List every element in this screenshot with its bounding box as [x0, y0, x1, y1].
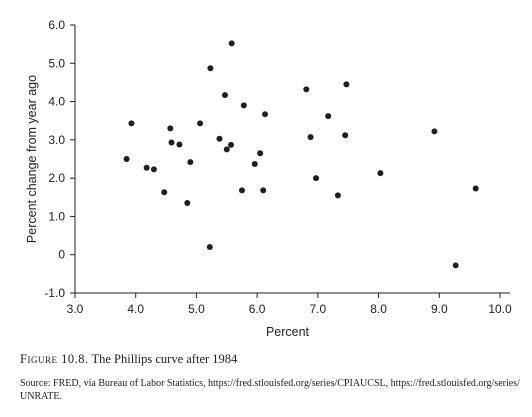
data-point [342, 132, 349, 139]
data-point [262, 111, 269, 118]
data-point [472, 185, 479, 192]
x-ticks: 3.0 4.0 5.0 6.0 7.0 8.0 9.0 10.0 [67, 293, 512, 316]
data-point [167, 125, 174, 132]
data-point [228, 141, 235, 148]
data-point [303, 86, 310, 93]
x-tick-label: 7.0 [310, 302, 327, 316]
data-point [377, 170, 384, 177]
data-point [238, 187, 245, 194]
x-tick-label: 3.0 [67, 302, 84, 316]
x-tick-label: 8.0 [370, 302, 387, 316]
y-ticks: -1.0 0 1.0 2.0 3.0 4.0 5.0 6.0 [44, 18, 75, 300]
y-tick-label: 0 [58, 248, 65, 262]
data-point [206, 244, 213, 251]
data-point [325, 113, 332, 120]
data-point [334, 192, 341, 199]
data-point [207, 65, 214, 72]
data-point [197, 120, 204, 127]
x-tick-label: 4.0 [127, 302, 144, 316]
data-point [240, 102, 247, 109]
data-point [223, 146, 230, 153]
data-point [221, 92, 228, 99]
data-point [260, 187, 267, 194]
y-tick-label: 5.0 [48, 56, 65, 70]
data-point [150, 166, 157, 173]
data-point [168, 139, 175, 146]
data-point [184, 200, 191, 207]
data-point [257, 150, 264, 157]
data-point [128, 120, 135, 127]
y-tick-label: -1.0 [44, 286, 65, 300]
x-tick-label: 9.0 [431, 302, 448, 316]
data-point [123, 156, 130, 162]
y-tick-label: 6.0 [48, 18, 65, 32]
figure-title: The Phillips curve after 1984 [91, 352, 238, 366]
data-point [343, 81, 350, 88]
x-tick-label: 10.0 [488, 302, 512, 316]
y-tick-label: 2.0 [48, 171, 65, 185]
data-point [176, 141, 183, 148]
y-tick-label: 1.0 [48, 209, 65, 223]
figure-label: Figure 10.8. [20, 352, 89, 366]
figure-caption: Figure 10.8. The Phillips curve after 19… [20, 352, 237, 367]
data-point [161, 189, 168, 196]
x-tick-label: 5.0 [188, 302, 205, 316]
y-tick-label: 3.0 [48, 133, 65, 147]
data-point [431, 128, 438, 135]
data-point [187, 159, 194, 166]
phillips-scatter-chart: -1.0 0 1.0 2.0 3.0 4.0 5.0 6.0 3.0 4.0 5.0 6.0 7.0 8… [25, 18, 512, 339]
x-tick-label: 6.0 [249, 302, 266, 316]
y-axis-title: Percent change from year ago [25, 75, 39, 243]
data-points [123, 40, 479, 269]
x-axis-title: Percent [266, 325, 310, 339]
data-point [313, 175, 320, 182]
data-point [143, 164, 150, 171]
data-point [452, 262, 459, 269]
data-point [216, 135, 223, 142]
data-point [228, 40, 235, 47]
y-tick-label: 4.0 [48, 95, 65, 109]
axes [74, 25, 510, 294]
source-note: Source: FRED, via Bureau of Labor Statis… [20, 378, 520, 402]
data-point [251, 160, 258, 167]
data-point [307, 134, 314, 141]
